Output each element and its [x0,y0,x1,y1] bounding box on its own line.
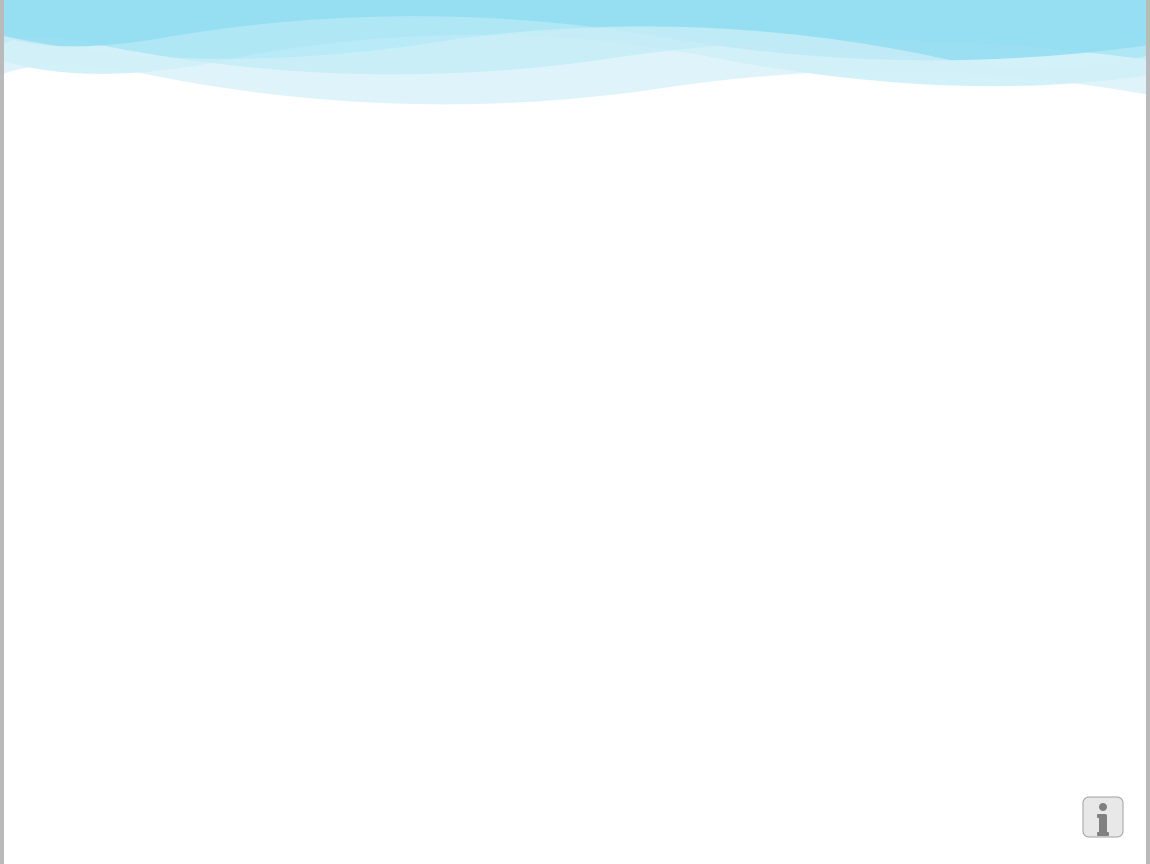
title-text [60,85,1090,123]
info-icon-svg [1078,792,1128,842]
info-icon[interactable] [1078,792,1128,842]
slide-border-right [1146,0,1150,864]
slide-container [0,0,1150,864]
equations-box [4,280,1146,475]
title-section [0,85,1150,123]
